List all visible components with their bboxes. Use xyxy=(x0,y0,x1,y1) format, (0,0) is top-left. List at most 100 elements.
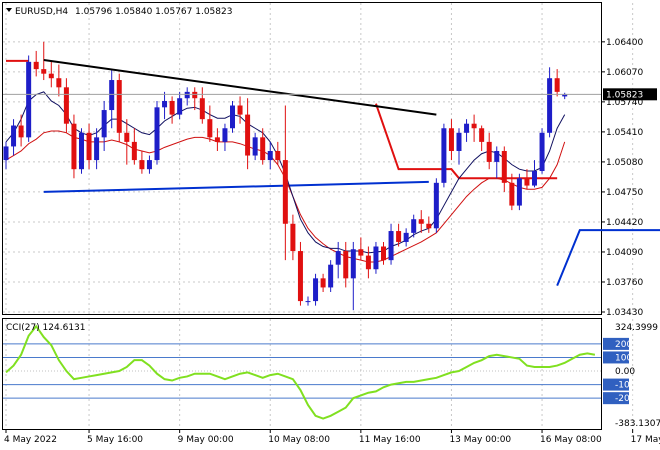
candle-body xyxy=(275,150,281,161)
candle-body xyxy=(479,128,485,142)
cci-level-label: 200 xyxy=(615,340,632,350)
candle-body xyxy=(471,123,477,129)
candle xyxy=(56,64,62,97)
candle xyxy=(207,105,213,142)
candle xyxy=(290,214,296,261)
dropdown-triangle-icon[interactable] xyxy=(6,8,12,12)
candle xyxy=(501,146,507,192)
candle xyxy=(48,61,54,88)
candle-body xyxy=(524,178,530,186)
candle-body xyxy=(313,278,319,302)
price-tick-label: 1.03760 xyxy=(606,278,643,288)
candle-body xyxy=(162,100,168,108)
candle xyxy=(426,216,432,233)
candle xyxy=(381,241,386,265)
cci-level-label: -200 xyxy=(615,394,636,404)
candle-body xyxy=(184,91,190,99)
price-tick-label: 1.05410 xyxy=(606,128,643,138)
candles xyxy=(3,41,568,311)
candle xyxy=(184,87,190,106)
candle-body xyxy=(448,128,454,151)
candle xyxy=(448,119,454,161)
candle-body xyxy=(562,94,568,97)
candle xyxy=(358,237,364,261)
candle-body xyxy=(11,125,17,147)
candle-body xyxy=(260,137,266,161)
candle-body xyxy=(365,255,371,270)
candle-body xyxy=(63,87,69,124)
candle-body xyxy=(79,132,84,170)
candle-body xyxy=(252,137,258,156)
candle-body xyxy=(509,182,515,206)
cci-level-badge xyxy=(603,337,629,350)
candle xyxy=(411,214,417,238)
candle-body xyxy=(433,182,439,229)
candle xyxy=(116,73,122,142)
time-tick-label: 5 May 16:00 xyxy=(87,435,143,445)
candle-body xyxy=(554,78,560,92)
candle xyxy=(365,246,371,279)
candle-body xyxy=(199,98,205,120)
candle xyxy=(101,100,107,151)
candle-body xyxy=(547,78,553,133)
candle xyxy=(146,155,152,174)
candle xyxy=(109,69,115,129)
candle-body xyxy=(373,246,379,270)
candle-body xyxy=(18,125,24,138)
time-tick-label: 17 May 16:00 xyxy=(631,435,660,445)
support-line xyxy=(43,180,429,193)
symbol-label: EURUSD,H4 xyxy=(15,7,68,17)
candle-body xyxy=(267,150,273,161)
candle-body xyxy=(456,132,462,151)
candle-body xyxy=(335,251,341,265)
price-tick-label: 1.04420 xyxy=(606,218,643,228)
candle-body xyxy=(501,150,507,183)
candle-body xyxy=(214,137,220,142)
time-tick-label: 9 May 00:00 xyxy=(178,435,234,445)
candle-body xyxy=(516,178,522,206)
price-tick-label: 1.06070 xyxy=(606,68,643,78)
candle-body xyxy=(297,251,303,302)
candle-body xyxy=(48,73,54,79)
candle xyxy=(222,123,228,151)
candle-body xyxy=(56,78,62,88)
time-tick-label: 4 May 2022 xyxy=(4,435,57,445)
candle-body xyxy=(464,123,470,133)
candle-body xyxy=(71,123,77,170)
cci-level-badge xyxy=(603,351,629,364)
candle-body xyxy=(328,264,334,288)
candle xyxy=(86,123,92,170)
candle-body xyxy=(411,219,417,233)
candle-body xyxy=(131,141,137,161)
candle xyxy=(313,273,319,306)
cci-level-badge xyxy=(603,378,629,391)
candle xyxy=(486,132,492,170)
candle xyxy=(441,123,447,188)
candle xyxy=(373,241,379,274)
cci-plot-frame xyxy=(2,318,602,430)
cci-vertical-grid xyxy=(5,319,634,429)
price-tick-label: 1.04090 xyxy=(606,248,643,258)
price-axis: 1.06400 1.06070 1.05740 1.05410 1.05080 1.047… xyxy=(601,38,643,318)
candle xyxy=(245,98,251,170)
candle xyxy=(162,91,168,120)
candle xyxy=(418,210,424,233)
candle xyxy=(267,141,273,170)
candle xyxy=(26,55,32,142)
candle xyxy=(297,241,303,306)
time-tick-label: 13 May 00:00 xyxy=(449,435,511,445)
candle xyxy=(252,132,258,161)
cci-header: CCI(27) 124.6131 xyxy=(6,323,86,333)
price-tick-label: 1.03430 xyxy=(606,308,643,318)
candle-body xyxy=(441,128,447,183)
cci-level-badge xyxy=(603,392,629,405)
time-tick-label: 10 May 08:00 xyxy=(268,435,330,445)
candle xyxy=(18,114,24,147)
candle-body xyxy=(388,231,394,261)
candle xyxy=(282,105,288,261)
candle xyxy=(456,128,462,165)
cci-axis: 324.3999 200 100 0.00 -100 -200 -383.1307 xyxy=(603,323,660,429)
candle-body xyxy=(237,105,243,115)
candle-body xyxy=(358,249,364,256)
candle-body xyxy=(154,107,160,161)
